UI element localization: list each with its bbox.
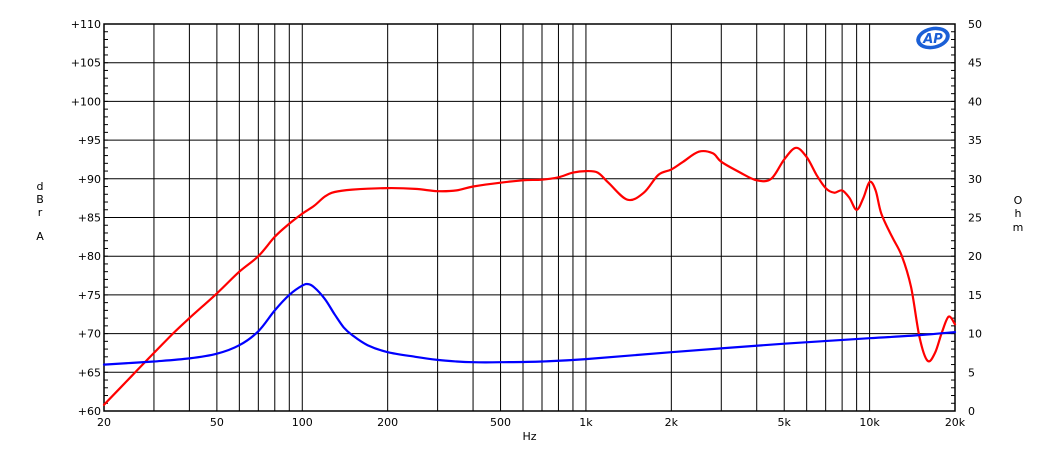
x-axis-label: Hz bbox=[522, 430, 536, 443]
y2-tick-label: 15 bbox=[968, 289, 982, 302]
x-tick-label: 50 bbox=[210, 416, 224, 429]
y2-tick-label: 5 bbox=[968, 366, 975, 379]
y-tick-label: +85 bbox=[78, 212, 101, 225]
tick-labels: 20 50 100 200 500 1k 2k 5k 10k 20k+60+65+70+75+80… bbox=[71, 18, 982, 429]
x-tick-label: 500 bbox=[490, 416, 511, 429]
y2-tick-label: 40 bbox=[968, 95, 982, 108]
plot-frame bbox=[103, 23, 956, 412]
y-tick-label: +60 bbox=[78, 405, 101, 418]
y2-tick-label: 45 bbox=[968, 57, 982, 70]
spl-series-line bbox=[102, 146, 957, 406]
ap-logo: AP bbox=[916, 26, 950, 50]
y2-tick-label: 10 bbox=[968, 328, 982, 341]
y2-tick-label: 0 bbox=[968, 405, 975, 418]
y2-tick-label: 35 bbox=[968, 134, 982, 147]
impedance-series-line bbox=[102, 282, 957, 366]
x-tick-label: 200 bbox=[377, 416, 398, 429]
y-tick-label: +100 bbox=[71, 95, 101, 108]
y-tick-label: +105 bbox=[71, 57, 101, 70]
y-tick-label: +90 bbox=[78, 173, 101, 186]
y-tick-label: +95 bbox=[78, 134, 101, 147]
x-tick-label: 1k bbox=[579, 416, 593, 429]
ap-logo-text: AP bbox=[922, 32, 943, 47]
y-tick-label: +65 bbox=[78, 366, 101, 379]
x-tick-label: 20k bbox=[945, 416, 966, 429]
y2-tick-label: 20 bbox=[968, 250, 982, 263]
x-tick-label: 2k bbox=[665, 416, 679, 429]
x-tick-label: 100 bbox=[292, 416, 313, 429]
y2-tick-label: 30 bbox=[968, 173, 982, 186]
x-tick-label: 20 bbox=[97, 416, 111, 429]
series-group bbox=[102, 146, 957, 406]
x-tick-label: 5k bbox=[778, 416, 792, 429]
y2-tick-label: 25 bbox=[968, 212, 982, 225]
y2-tick-label: 50 bbox=[968, 18, 982, 31]
y-tick-label: +80 bbox=[78, 250, 101, 263]
y-tick-label: +70 bbox=[78, 328, 101, 341]
x-tick-label: 10k bbox=[859, 416, 880, 429]
y-tick-label: +75 bbox=[78, 289, 101, 302]
y-tick-label: +110 bbox=[71, 18, 101, 31]
